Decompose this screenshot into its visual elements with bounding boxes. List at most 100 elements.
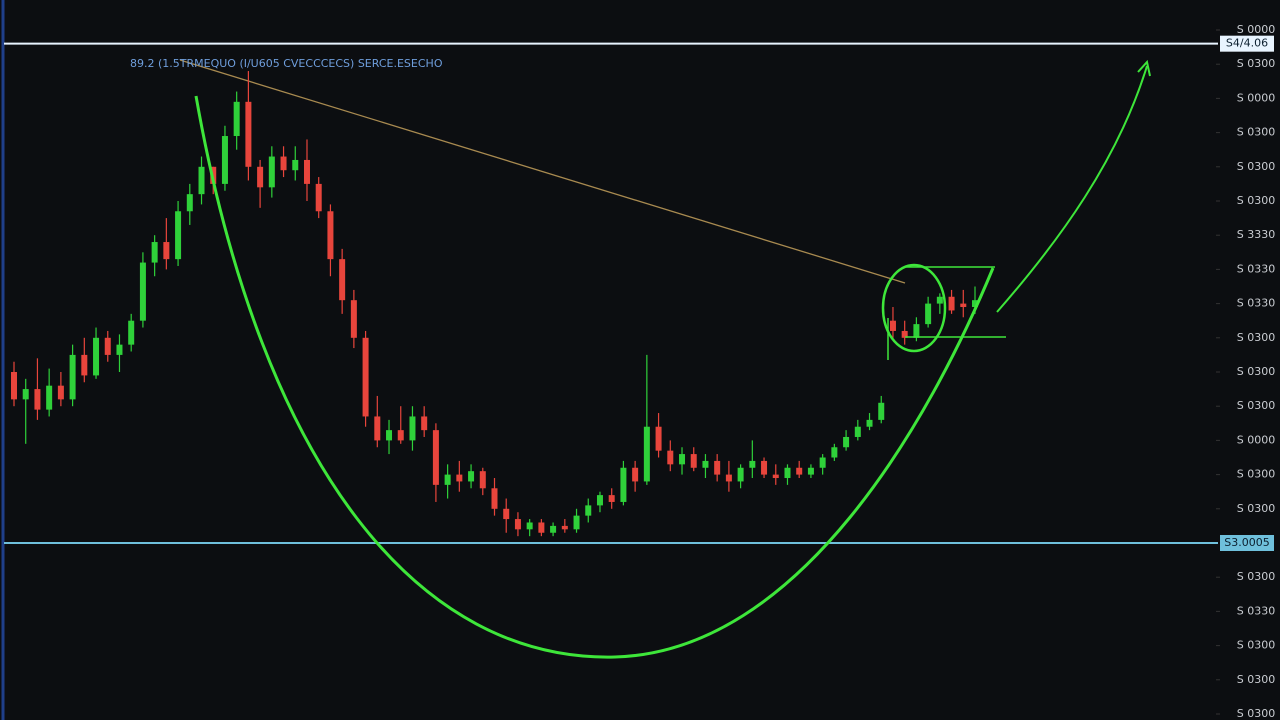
candle-body xyxy=(69,354,76,400)
candle-body xyxy=(339,259,346,301)
candle-body xyxy=(444,474,451,485)
candle-body xyxy=(374,416,381,441)
candle-body xyxy=(596,495,603,506)
candle-body xyxy=(350,300,357,338)
candle-body xyxy=(221,136,228,184)
candle-body xyxy=(725,474,732,482)
y-tick-label: S 0000 xyxy=(1237,91,1275,104)
candle-body xyxy=(972,300,978,308)
candle-body xyxy=(503,508,510,520)
candle-body xyxy=(22,389,29,400)
annotations xyxy=(194,59,1151,659)
chart-title: 89.2 (1.5TRMEQUO (I/U605 CVECCCECS) SERC… xyxy=(130,57,443,70)
level-label-box xyxy=(1220,535,1274,551)
candle-body xyxy=(104,337,111,355)
candle-body xyxy=(280,156,287,171)
candle-body xyxy=(655,426,662,451)
candle-body xyxy=(11,372,17,400)
candle-body xyxy=(292,159,299,171)
candle-body xyxy=(81,354,88,376)
candle-body xyxy=(491,488,498,509)
y-tick-label: S 0300 xyxy=(1237,468,1275,481)
candle-body xyxy=(386,430,393,441)
candle-body xyxy=(632,467,639,482)
candle-body xyxy=(643,426,650,482)
candle-body xyxy=(456,474,463,482)
candle-body xyxy=(538,522,545,533)
candle-body xyxy=(128,320,135,345)
level-label-box xyxy=(1220,35,1274,52)
candle-body xyxy=(479,471,486,489)
candle-body xyxy=(960,303,967,308)
y-tick-label: S 0300 xyxy=(1237,570,1275,583)
candles xyxy=(11,71,978,537)
y-tick-label: S 0300 xyxy=(1237,673,1275,686)
candle-body xyxy=(57,385,64,400)
candle-body xyxy=(561,525,568,530)
candle-body xyxy=(526,522,533,530)
candle-body xyxy=(468,471,475,482)
cup-curve xyxy=(194,95,995,659)
y-tick-label: S 0000 xyxy=(1237,433,1275,446)
candle-body xyxy=(409,416,416,441)
candle-body xyxy=(550,525,557,533)
candle-body xyxy=(854,426,861,437)
candle-body xyxy=(315,183,322,212)
candle-body xyxy=(749,460,756,468)
candle-body xyxy=(819,457,826,468)
y-tick-label: S 0000 xyxy=(1237,23,1275,36)
y-tick-label: S 0300 xyxy=(1237,399,1275,412)
candle-body xyxy=(46,385,53,410)
grid xyxy=(4,29,1220,715)
handle-box xyxy=(887,266,1006,360)
y-tick-label: S 0300 xyxy=(1237,331,1275,344)
candle-body xyxy=(702,460,709,468)
arrow-head xyxy=(1137,59,1151,77)
candle-body xyxy=(714,460,721,475)
candle-body xyxy=(737,467,744,482)
candle-body xyxy=(608,495,615,502)
candle-body xyxy=(925,303,932,325)
y-tick-label: S 0300 xyxy=(1237,126,1275,139)
candle-body xyxy=(585,505,592,516)
candle-body xyxy=(761,460,768,475)
candle-body xyxy=(948,296,955,311)
candle-body xyxy=(175,211,182,260)
y-tick-label: S 0300 xyxy=(1237,707,1275,720)
candle-body xyxy=(690,454,697,468)
y-tick-label: S 0300 xyxy=(1237,639,1275,652)
candle-body xyxy=(514,519,521,530)
y-tick-label: S 0330 xyxy=(1237,262,1275,275)
candle-body xyxy=(421,416,428,431)
candle-body xyxy=(889,320,896,331)
candle-body xyxy=(257,166,264,188)
y-tick-label: S 0330 xyxy=(1237,297,1275,310)
candle-body xyxy=(679,454,686,465)
candle-body xyxy=(139,262,146,321)
candle-body xyxy=(186,194,193,212)
handle-circle xyxy=(881,263,947,353)
candle-body xyxy=(116,344,123,355)
y-tick-label: S 0300 xyxy=(1237,502,1275,515)
y-tick-label: S 0300 xyxy=(1237,160,1275,173)
breakout-arrow xyxy=(996,65,1148,313)
candle-body xyxy=(784,467,791,479)
y-tick-label: S 0330 xyxy=(1237,604,1275,617)
level-label: S3.0005 xyxy=(1224,536,1269,549)
candle-body xyxy=(268,156,275,188)
y-tick-label: S 0300 xyxy=(1237,57,1275,70)
candle-body xyxy=(327,211,334,260)
y-tick-label: S 3330 xyxy=(1237,228,1275,241)
candle-body xyxy=(397,430,404,441)
candle-body xyxy=(866,419,873,427)
candle-body xyxy=(163,242,170,260)
candle-body xyxy=(620,467,627,502)
candle-body xyxy=(772,474,779,479)
candle-body xyxy=(362,337,369,417)
candle-body xyxy=(432,430,439,485)
candle-body xyxy=(796,467,803,475)
candle-body xyxy=(936,296,943,304)
candle-body xyxy=(303,159,310,184)
